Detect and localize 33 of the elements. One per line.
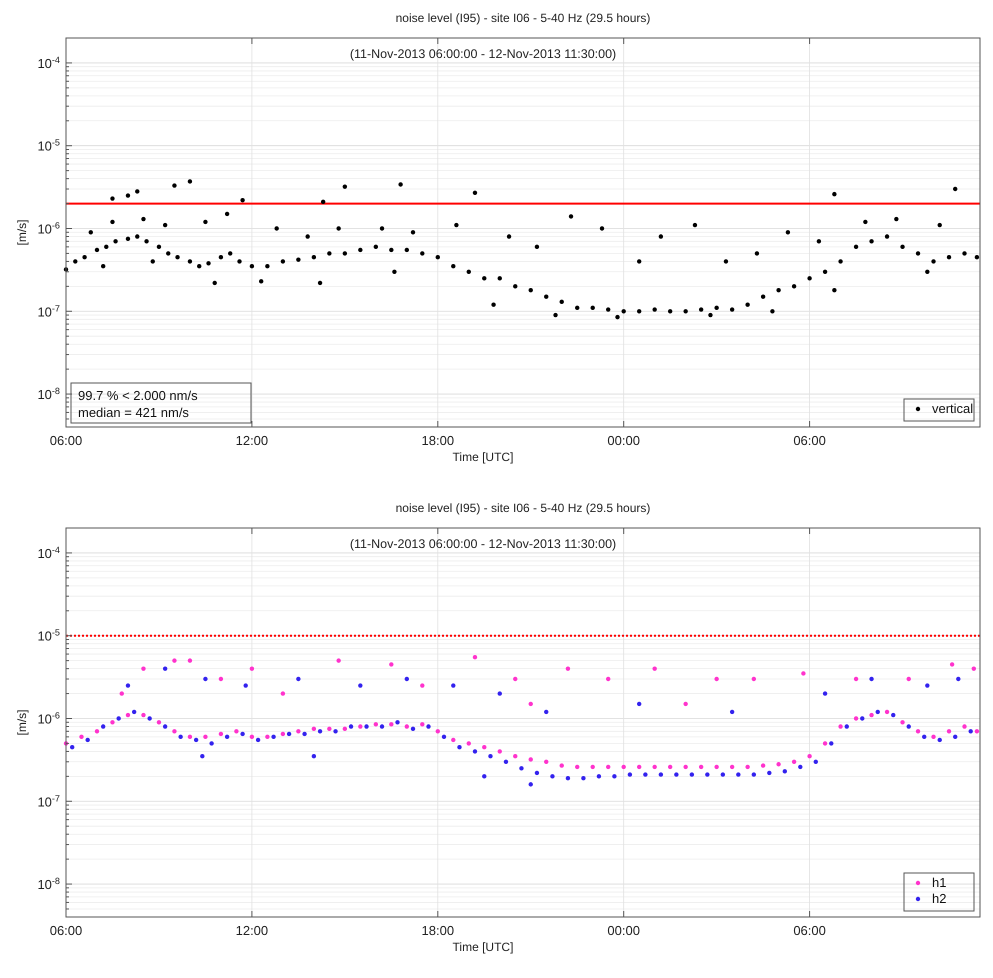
y-tick-label: 10$^{-6}$ [37, 220, 60, 236]
legend-label: h2 [932, 891, 946, 906]
x-axis-title: Time [UTC] [452, 450, 514, 464]
chart-title: noise level (I95) - site I06 - 5-40 Hz (29.5 hours) [396, 501, 650, 515]
x-tick-label: 06:00 [793, 923, 826, 938]
chart-title: noise level (I95) - site I06 - 5-40 Hz (29.5 hours) [396, 11, 650, 25]
y-tick-label: 10$^{-6}$ [37, 710, 60, 726]
y-axis-title: [m/s] [15, 710, 29, 736]
y-axis-title: [m/s] [15, 220, 29, 246]
legend-label: h1 [932, 875, 946, 890]
x-tick-label: 18:00 [422, 923, 454, 938]
annotation: median = 421 nm/s [78, 405, 190, 420]
x-tick-label: 12:00 [236, 923, 268, 938]
annotation: 99.7 % < 2.000 nm/s [78, 388, 198, 403]
x-tick-label: 06:00 [50, 433, 82, 448]
x-tick-label: 00:00 [607, 433, 640, 448]
text: (11-Nov-2013 06:00:00 - 12-Nov-2013 11:30:00) [350, 47, 616, 61]
y-tick-label: 10$^{-7}$ [37, 303, 60, 320]
y-tick-label: 10$^{-4}$ [37, 544, 60, 561]
y-tick-label: 10$^{-8}$ [37, 876, 60, 892]
legend-label: vertical [932, 401, 974, 416]
x-tick-label: 06:00 [793, 433, 826, 448]
x-tick-label: 18:00 [422, 433, 454, 448]
y-tick-label: 10$^{-5}$ [37, 628, 60, 644]
text: (11-Nov-2013 06:00:00 - 12-Nov-2013 11:30:00) [350, 537, 616, 551]
x-axis-title: Time [UTC] [452, 940, 514, 954]
y-tick-label: 10$^{-5}$ [37, 138, 60, 154]
x-tick-label: 00:00 [607, 923, 640, 938]
y-tick-label: 10$^{-8}$ [37, 386, 60, 402]
x-tick-label: 12:00 [236, 433, 268, 448]
y-tick-label: 10$^{-7}$ [37, 793, 60, 810]
x-tick-label: 06:00 [50, 923, 82, 938]
y-tick-label: 10$^{-4}$ [37, 54, 60, 71]
